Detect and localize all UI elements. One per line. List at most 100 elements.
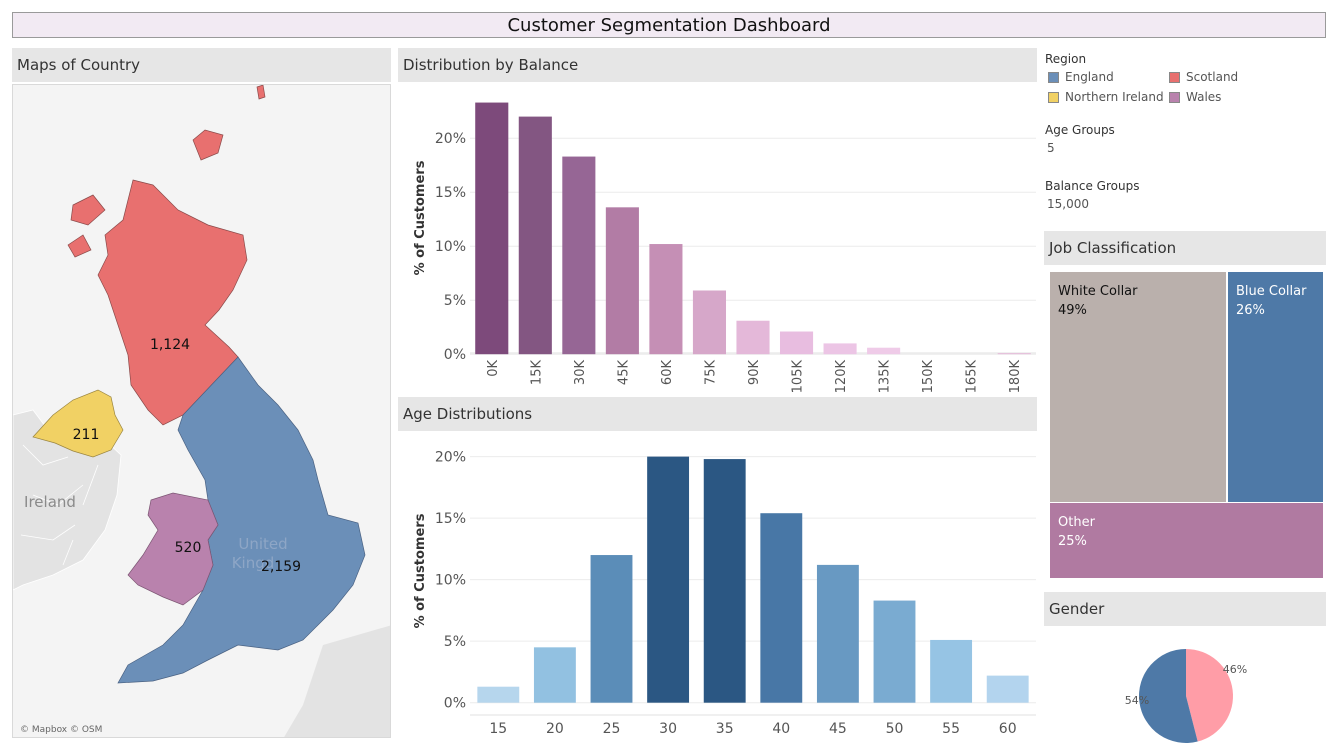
pie-slice-left[interactable] bbox=[1139, 649, 1198, 743]
ireland-country-label: Ireland bbox=[24, 493, 76, 511]
gender-pie-chart: 54% 46% bbox=[1125, 649, 1247, 743]
balance-panel-header: Distribution by Balance bbox=[398, 48, 1037, 82]
blue-collar-pct: 26% bbox=[1236, 303, 1265, 318]
balance-bar[interactable] bbox=[867, 347, 901, 355]
blue-collar-label: Blue Collar bbox=[1236, 284, 1307, 299]
age-xtick-label: 55 bbox=[942, 721, 960, 737]
legend-item-northern-ireland[interactable]: Northern Ireland bbox=[1048, 90, 1164, 104]
treemap-other[interactable]: Other 25% bbox=[1050, 503, 1323, 578]
legend-label-northern-ireland: Northern Ireland bbox=[1065, 90, 1164, 104]
age-xtick-label: 15 bbox=[489, 721, 507, 737]
age-bar[interactable] bbox=[703, 459, 746, 703]
map-panel-header: Maps of Country bbox=[12, 48, 391, 82]
balance-xtick-label: 180K bbox=[1008, 360, 1023, 392]
dashboard-title: Customer Segmentation Dashboard bbox=[12, 12, 1326, 38]
balance-bar[interactable] bbox=[736, 320, 770, 355]
legend-item-wales[interactable]: Wales bbox=[1169, 90, 1221, 104]
balance-ytick-label: 15% bbox=[435, 185, 466, 201]
uk-country-label-line2: Kingd bbox=[232, 554, 275, 572]
age-bar[interactable] bbox=[477, 686, 520, 703]
age-xtick-label: 25 bbox=[603, 721, 621, 737]
age-groups-value[interactable]: 5 bbox=[1047, 141, 1055, 155]
age-xtick-label: 30 bbox=[659, 721, 677, 737]
age-xtick-label: 35 bbox=[716, 721, 734, 737]
gender-panel-header: Gender bbox=[1044, 592, 1326, 626]
map-attribution: © Mapbox © OSM bbox=[20, 725, 102, 735]
treemap-blue-collar[interactable]: Blue Collar 26% bbox=[1228, 272, 1323, 502]
age-ytick-label: 20% bbox=[435, 450, 466, 466]
balance-xtick-label: 120K bbox=[834, 360, 849, 392]
balance-xtick-label: 0K bbox=[486, 360, 501, 377]
age-xtick-label: 50 bbox=[886, 721, 904, 737]
balance-groups-label: Balance Groups bbox=[1045, 179, 1140, 193]
england-count-label: 2,159 bbox=[261, 559, 301, 575]
northern-ireland-swatch bbox=[1048, 91, 1059, 103]
england-swatch bbox=[1048, 71, 1059, 83]
age-ytick-label: 15% bbox=[435, 511, 466, 527]
balance-xtick-label: 75K bbox=[703, 360, 718, 386]
balance-xtick-label: 90K bbox=[747, 360, 762, 386]
legend-item-scotland[interactable]: Scotland bbox=[1169, 70, 1238, 84]
northern-ireland-count-label: 211 bbox=[73, 427, 100, 443]
balance-bar[interactable] bbox=[605, 207, 639, 355]
age-bar[interactable] bbox=[590, 555, 633, 703]
legend-label-scotland: Scotland bbox=[1186, 70, 1239, 84]
balance-bar[interactable] bbox=[997, 353, 1031, 355]
balance-xtick-label: 135K bbox=[878, 360, 893, 392]
balance-bar[interactable] bbox=[692, 290, 727, 355]
age-groups-label: Age Groups bbox=[1045, 123, 1115, 137]
wales-region bbox=[127, 492, 219, 606]
balance-xtick-label: 15K bbox=[529, 360, 544, 386]
age-bar[interactable] bbox=[647, 456, 690, 703]
age-bar[interactable] bbox=[533, 647, 576, 703]
age-panel-header: Age Distributions bbox=[398, 397, 1037, 431]
balance-groups-value[interactable]: 15,000 bbox=[1047, 197, 1089, 211]
wales-count-label: 520 bbox=[175, 540, 202, 556]
balance-bar[interactable] bbox=[562, 156, 596, 355]
balance-chart: 0K 15K 30K 45K 60K 75K 90K 105K 120K 135K 150K 165K… bbox=[413, 102, 1036, 392]
balance-bar[interactable] bbox=[823, 343, 857, 355]
gender-label-left: 54% bbox=[1125, 694, 1149, 707]
age-bar[interactable] bbox=[816, 564, 859, 703]
scotland-swatch bbox=[1169, 71, 1180, 83]
balance-bar[interactable] bbox=[475, 102, 509, 355]
wales-swatch bbox=[1169, 91, 1180, 103]
age-xtick-label: 60 bbox=[999, 721, 1017, 737]
balance-bar[interactable] bbox=[779, 331, 814, 355]
age-ylabel: % of Customers bbox=[413, 513, 428, 628]
treemap-white-collar[interactable]: White Collar 49% bbox=[1050, 272, 1226, 502]
balance-ytick-label: 10% bbox=[435, 239, 466, 255]
uk-map[interactable]: 1,124 211 Ireland United Kingd 520 2,159… bbox=[12, 84, 391, 738]
pie-slice-right[interactable] bbox=[1186, 649, 1233, 742]
scotland-islands bbox=[67, 85, 266, 258]
age-bar[interactable] bbox=[760, 513, 803, 703]
age-bar[interactable] bbox=[930, 639, 973, 703]
gender-label-right: 46% bbox=[1223, 663, 1247, 676]
balance-xtick-label: 165K bbox=[965, 360, 980, 392]
region-legend-title: Region bbox=[1045, 52, 1087, 66]
balance-xtick-label: 30K bbox=[573, 360, 588, 386]
legend-label-wales: Wales bbox=[1186, 90, 1222, 104]
age-xtick-label: 40 bbox=[772, 721, 790, 737]
balance-bar[interactable] bbox=[518, 116, 552, 355]
balance-ytick-label: 0% bbox=[444, 347, 466, 363]
balance-ylabel: % of Customers bbox=[413, 160, 428, 275]
balance-bar[interactable] bbox=[649, 244, 683, 355]
age-xtick-label: 20 bbox=[546, 721, 564, 737]
france-land bbox=[284, 625, 390, 737]
balance-xtick-label: 105K bbox=[791, 360, 806, 392]
age-ytick-label: 0% bbox=[444, 696, 466, 712]
age-xtick-label: 45 bbox=[829, 721, 847, 737]
other-label: Other bbox=[1058, 515, 1095, 530]
balance-xtick-label: 45K bbox=[616, 360, 631, 386]
age-ytick-label: 5% bbox=[444, 634, 466, 650]
age-bar[interactable] bbox=[873, 600, 916, 703]
other-pct: 25% bbox=[1058, 534, 1087, 549]
legend-item-england[interactable]: England bbox=[1048, 70, 1114, 84]
age-bar[interactable] bbox=[986, 675, 1029, 703]
balance-ytick-label: 5% bbox=[444, 293, 466, 309]
map-canvas: 1,124 211 Ireland United Kingd 520 2,159… bbox=[13, 85, 390, 737]
ireland-county-lines bbox=[20, 444, 99, 566]
balance-ytick-label: 20% bbox=[435, 131, 466, 147]
age-chart: 15 20 25 30 35 40 45 50 55 60 0% 5% 10% 15% 20% % of … bbox=[413, 450, 1036, 737]
